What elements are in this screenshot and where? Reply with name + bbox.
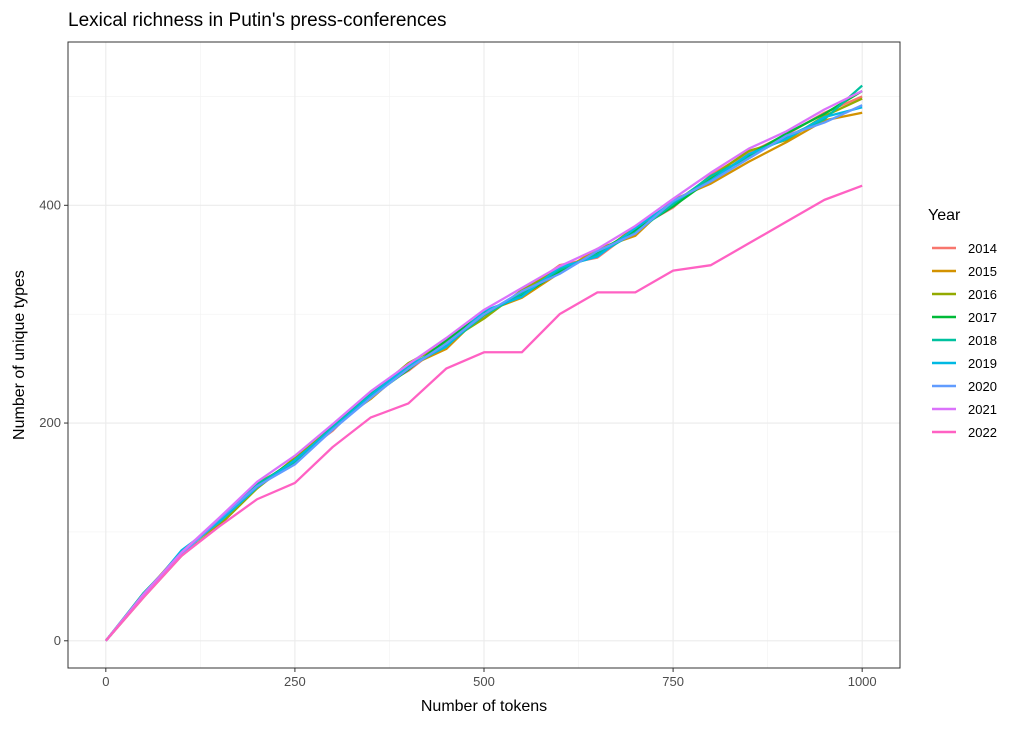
series-line-2016 bbox=[104, 97, 863, 642]
legend-title: Year bbox=[928, 207, 961, 224]
legend-label-2016: 2016 bbox=[968, 287, 997, 302]
chart-title: Lexical richness in Putin's press-confer… bbox=[68, 10, 447, 31]
legend-label-2015: 2015 bbox=[968, 264, 997, 279]
series-line-2020 bbox=[104, 104, 863, 642]
legend-label-2019: 2019 bbox=[968, 356, 997, 371]
series-line-2021 bbox=[104, 89, 863, 642]
y-tick-label: 200 bbox=[39, 415, 61, 430]
x-tick-label: 1000 bbox=[848, 674, 877, 689]
x-tick-label: 0 bbox=[102, 674, 109, 689]
y-tick-label: 400 bbox=[39, 197, 61, 212]
legend-label-2021: 2021 bbox=[968, 402, 997, 417]
legend-label-2017: 2017 bbox=[968, 310, 997, 325]
legend-label-2020: 2020 bbox=[968, 379, 997, 394]
series-line-2022 bbox=[104, 184, 863, 642]
x-axis-label: Number of tokens bbox=[421, 698, 547, 715]
x-tick-label: 500 bbox=[473, 674, 495, 689]
legend-label-2018: 2018 bbox=[968, 333, 997, 348]
legend: 2014 2015 2016 2017 2018 2019 2020 2021 2022 bbox=[932, 241, 997, 440]
legend-label-2022: 2022 bbox=[968, 425, 997, 440]
legend-label-2014: 2014 bbox=[968, 241, 997, 256]
y-axis-label: Number of unique types bbox=[11, 270, 28, 440]
axis-ticks: 0 250 500 750 1000 0 200 400 bbox=[39, 197, 876, 689]
series-lines bbox=[104, 84, 863, 642]
x-tick-label: 250 bbox=[284, 674, 306, 689]
x-tick-label: 750 bbox=[662, 674, 684, 689]
y-tick-label: 0 bbox=[54, 633, 61, 648]
